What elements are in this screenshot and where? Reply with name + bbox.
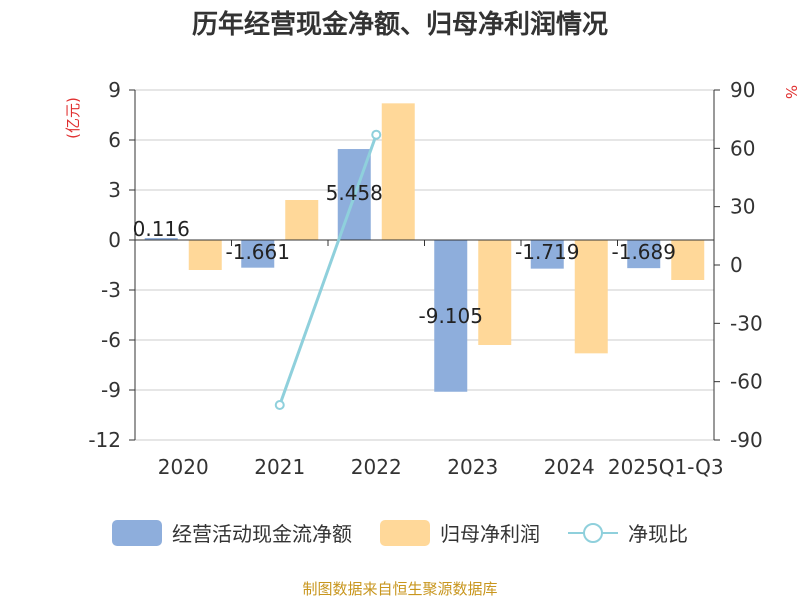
grid-layer: [135, 89, 714, 441]
bar-value-label: -9.105: [419, 304, 483, 328]
legend-item-cashflow[interactable]: 经营活动现金流净额: [112, 518, 352, 547]
y2-axis-label: %: [782, 85, 800, 99]
chart-title: 历年经营现金净额、归母净利润情况: [192, 9, 608, 40]
bar-cashflow: [627, 240, 661, 269]
x-tick-label: 2022: [351, 455, 402, 479]
y2-tick-label: 0: [730, 253, 743, 277]
bar-cashflow: [530, 240, 564, 269]
bar-netprofit: [574, 240, 608, 354]
ratio-point: [274, 400, 285, 410]
bar-netprofit: [285, 200, 319, 240]
bar-value-label: 0.116: [133, 217, 190, 241]
x-tick-label: 2024: [544, 455, 595, 479]
legend-item-ratio[interactable]: 净现比: [568, 518, 688, 547]
ratio-point: [371, 129, 382, 140]
labels-layer: 0.116 -1.661 5.458 -9.105 -1.719 -1.689: [133, 181, 676, 328]
y2-tick-label: -60: [730, 370, 763, 394]
x-tick-label: 2023: [447, 455, 498, 479]
ratio-line: [278, 134, 378, 406]
legend-swatch-cashflow: [112, 519, 162, 546]
y-tick-label: -9: [101, 378, 121, 402]
y-tick-label: 9: [108, 78, 121, 102]
legend-label-ratio: 净现比: [628, 522, 688, 546]
legend-label-netprofit: 归母净利润: [440, 522, 540, 546]
legend-label-cashflow: 经营活动现金流净额: [172, 522, 352, 546]
legend-item-netprofit[interactable]: 归母净利润: [380, 518, 540, 547]
bar-value-label: -1.661: [226, 240, 290, 264]
line-layer: [274, 129, 382, 410]
y2-tick-label: -90: [730, 428, 763, 452]
y-tick-label: 0: [108, 228, 121, 252]
y2-tick-label: 60: [730, 136, 755, 160]
x-tick-label: 2021: [254, 455, 305, 479]
bar-cashflow: [434, 240, 468, 392]
x-tick-label: 2020: [158, 455, 209, 479]
bars-layer: [144, 103, 705, 392]
bar-netprofit: [188, 240, 222, 270]
bar-netprofit: [381, 103, 415, 240]
bar-value-label: -1.689: [612, 240, 676, 264]
y-axis-label: (亿元): [64, 97, 82, 139]
y-tick-label: -6: [101, 328, 121, 352]
y-tick-label: -3: [101, 278, 121, 302]
y2-tick-label: 90: [730, 78, 755, 102]
bar-value-label: 5.458: [326, 181, 383, 205]
legend-swatch-netprofit: [380, 519, 430, 546]
y-tick-label: 3: [108, 178, 121, 202]
bar-netprofit: [478, 240, 512, 345]
source-note: 制图数据来自恒生聚源数据库: [302, 580, 498, 598]
y2-tick-label: -30: [730, 311, 763, 335]
bar-value-label: -1.719: [515, 240, 579, 264]
bar-netprofit: [671, 240, 705, 280]
bar-cashflow: [241, 240, 275, 268]
legend-swatch-ratio: [568, 520, 618, 546]
y2-tick-label: 30: [730, 195, 755, 219]
bar-cashflow: [144, 238, 178, 240]
legend: 经营活动现金流净额 归母净利润 净现比: [0, 518, 800, 547]
y-tick-label: -12: [88, 428, 121, 452]
y-tick-label: 6: [108, 128, 121, 152]
x-tick-label: 2025Q1-Q3: [608, 455, 724, 479]
